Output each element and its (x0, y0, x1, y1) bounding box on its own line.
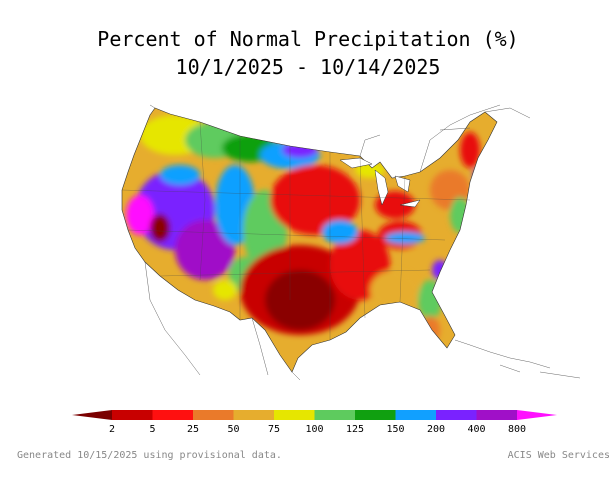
legend-tick-label: 400 (467, 424, 485, 435)
acis-credit: ACIS Web Services (507, 450, 610, 461)
legend-swatch (436, 410, 477, 420)
mexico-outline (144, 261, 301, 381)
region-coastal-magenta (126, 195, 154, 235)
map-title: Percent of Normal Precipitation (%) (97, 27, 519, 51)
region-southeast-orange (370, 270, 420, 310)
legend-arrow-right (517, 410, 557, 420)
precip-field (122, 108, 497, 372)
lake-michigan (374, 169, 389, 206)
region-ky-blue (385, 232, 425, 244)
region-southwest-purple (175, 220, 235, 280)
state-borders (121, 121, 471, 340)
generated-note: Generated 10/15/2025 using provisional d… (17, 450, 282, 461)
legend-swatch (193, 410, 234, 420)
region-mo-blue (322, 220, 358, 244)
legend-tick-label: 150 (386, 424, 404, 435)
legend-tick-label: 75 (268, 424, 280, 435)
legend-tick-label: 5 (149, 424, 155, 435)
legend-arrow-left (72, 410, 112, 420)
region-ca-red (150, 214, 170, 242)
canada-outline (149, 104, 531, 173)
legend-tick-label: 2 (109, 424, 115, 435)
legend-swatch (152, 410, 194, 420)
map-date-range: 10/1/2025 - 10/14/2025 (175, 55, 441, 79)
legend-swatch (314, 410, 356, 420)
legend-swatch (233, 410, 275, 420)
legend-tick-label: 125 (346, 424, 364, 435)
region-oregon-blue (160, 165, 200, 185)
legend-swatch (112, 410, 153, 420)
caribbean-outline (454, 339, 581, 379)
legend-tick-label: 25 (187, 424, 199, 435)
legend-swatch (274, 410, 315, 420)
region-az-yellow (213, 280, 237, 300)
lake-erie (399, 199, 421, 208)
legend-tick-label: 100 (305, 424, 323, 435)
lake-superior (339, 157, 373, 169)
legend-swatch (395, 410, 437, 420)
region-new-england-red (460, 132, 480, 168)
legend-swatch (476, 410, 518, 420)
legend-swatch (355, 410, 396, 420)
legend-tick-label: 200 (427, 424, 445, 435)
region-midwest-red (270, 165, 360, 235)
legend-tick-label: 800 (508, 424, 526, 435)
legend-tick-label: 50 (227, 424, 239, 435)
region-texas-darkred (265, 270, 335, 330)
